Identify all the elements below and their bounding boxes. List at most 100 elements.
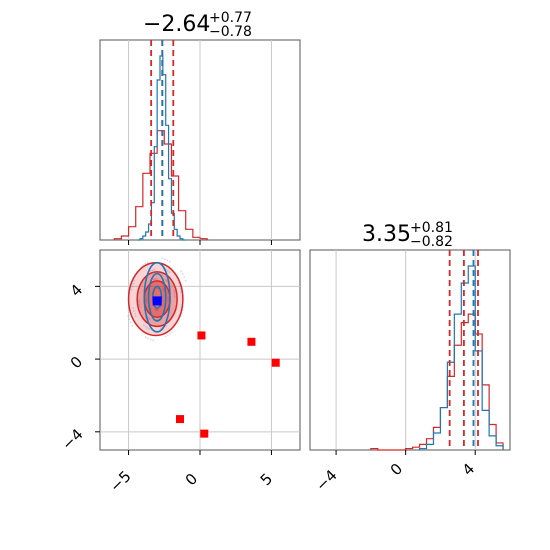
tick-label-y-joint-4: 4 — [67, 281, 86, 300]
sample-point — [152, 339, 155, 341]
sample-point — [156, 277, 159, 280]
sample-point — [173, 293, 176, 296]
sample-point — [153, 278, 156, 281]
title-param-1: −2.64 — [143, 12, 210, 37]
sample-point — [144, 325, 147, 328]
tick-label-x-right-0: 0 — [387, 460, 406, 479]
panel-bottom-right-frame — [309, 249, 511, 451]
sample-point — [166, 269, 169, 272]
sample-point — [134, 315, 137, 318]
red-square-marker — [176, 415, 184, 424]
sample-point — [146, 261, 149, 264]
sample-point — [138, 303, 141, 306]
sample-point — [167, 297, 170, 300]
red-square-marker — [271, 358, 280, 367]
sample-point — [139, 305, 141, 308]
panel-bottom-right-histograms — [370, 250, 504, 451]
sample-point — [167, 300, 170, 303]
sample-point — [147, 317, 150, 320]
histogram-blue-br — [418, 265, 504, 450]
sample-point — [133, 279, 136, 282]
sample-point — [145, 296, 147, 299]
sample-point — [129, 321, 132, 324]
sample-point — [174, 296, 176, 298]
blue-density-contour — [143, 261, 171, 333]
sample-point — [167, 298, 170, 301]
sample-point — [166, 334, 169, 337]
title-param-2-sup: +0.81 — [410, 220, 453, 236]
sample-point — [154, 277, 157, 280]
tick-label-x-right-4: 4 — [459, 460, 478, 479]
sample-point — [132, 307, 135, 309]
sample-point — [161, 257, 164, 260]
tick-label-y-joint-0: 0 — [67, 353, 86, 372]
sample-point — [155, 309, 158, 311]
sample-point — [173, 291, 176, 294]
sample-point — [165, 325, 168, 327]
sample-point — [184, 279, 187, 282]
red-square-marker — [197, 331, 206, 340]
tick-label-x-joint-5: 5 — [257, 470, 276, 489]
sample-point — [154, 308, 157, 311]
sample-point — [154, 308, 157, 311]
sample-point — [130, 288, 133, 291]
sample-point — [138, 301, 141, 304]
sample-point — [145, 300, 148, 303]
tick-label-x-right-neg4: −4 — [312, 466, 340, 494]
sample-point — [145, 298, 147, 300]
sample-point — [155, 318, 158, 321]
title-param-2-sub: −0.82 — [410, 234, 453, 250]
blue-density-contour — [147, 272, 167, 322]
sample-point — [149, 338, 152, 341]
sample-point — [183, 276, 186, 279]
sample-point — [156, 309, 159, 311]
sample-point — [163, 258, 166, 261]
sample-point — [156, 309, 159, 311]
title-param-2: 3.35 — [362, 222, 411, 247]
sample-point — [169, 332, 171, 335]
sample-point — [156, 318, 159, 321]
sample-point — [180, 270, 183, 272]
sample-point — [138, 299, 141, 302]
sample-point — [131, 324, 134, 327]
red-square-marker — [247, 337, 256, 346]
sample-point — [162, 287, 164, 290]
sample-point — [168, 260, 171, 263]
panel-top-left-grid — [128, 40, 272, 240]
sample-point — [151, 269, 154, 272]
sample-point — [162, 288, 165, 291]
title-param-1-sub: −0.78 — [209, 24, 252, 40]
sample-point — [156, 287, 159, 290]
sample-point — [148, 318, 151, 321]
blue-square-marker — [152, 296, 162, 306]
sample-point — [131, 285, 134, 288]
sample-point — [143, 324, 145, 327]
tick-label-x-joint-neg5: −5 — [106, 467, 134, 495]
sample-point — [155, 287, 158, 290]
joint-scatter-panel — [127, 257, 280, 438]
panel-top-left-histograms — [113, 40, 208, 241]
sample-point — [128, 318, 131, 321]
sample-point — [153, 268, 156, 271]
sample-point — [148, 328, 151, 331]
panel-bottom-left-grid — [100, 250, 300, 450]
histogram-red-tl — [113, 130, 208, 240]
sample-point — [149, 269, 152, 272]
axis-ticks — [95, 240, 476, 455]
sample-point — [164, 335, 167, 338]
sample-point — [181, 273, 184, 275]
sample-point — [167, 296, 170, 298]
sample-point — [127, 314, 130, 317]
sample-point — [133, 312, 136, 315]
sample-point — [152, 278, 155, 281]
sample-point — [159, 327, 162, 330]
red-square-marker — [200, 429, 209, 438]
sample-point — [165, 279, 168, 282]
sample-point — [132, 282, 135, 285]
tick-label-y-joint-neg4: −4 — [58, 425, 86, 453]
tick-label-x-joint-0: 0 — [182, 470, 201, 489]
sample-point — [146, 327, 149, 329]
sample-point — [144, 336, 147, 339]
title-param-1-sup: +0.77 — [209, 10, 252, 26]
